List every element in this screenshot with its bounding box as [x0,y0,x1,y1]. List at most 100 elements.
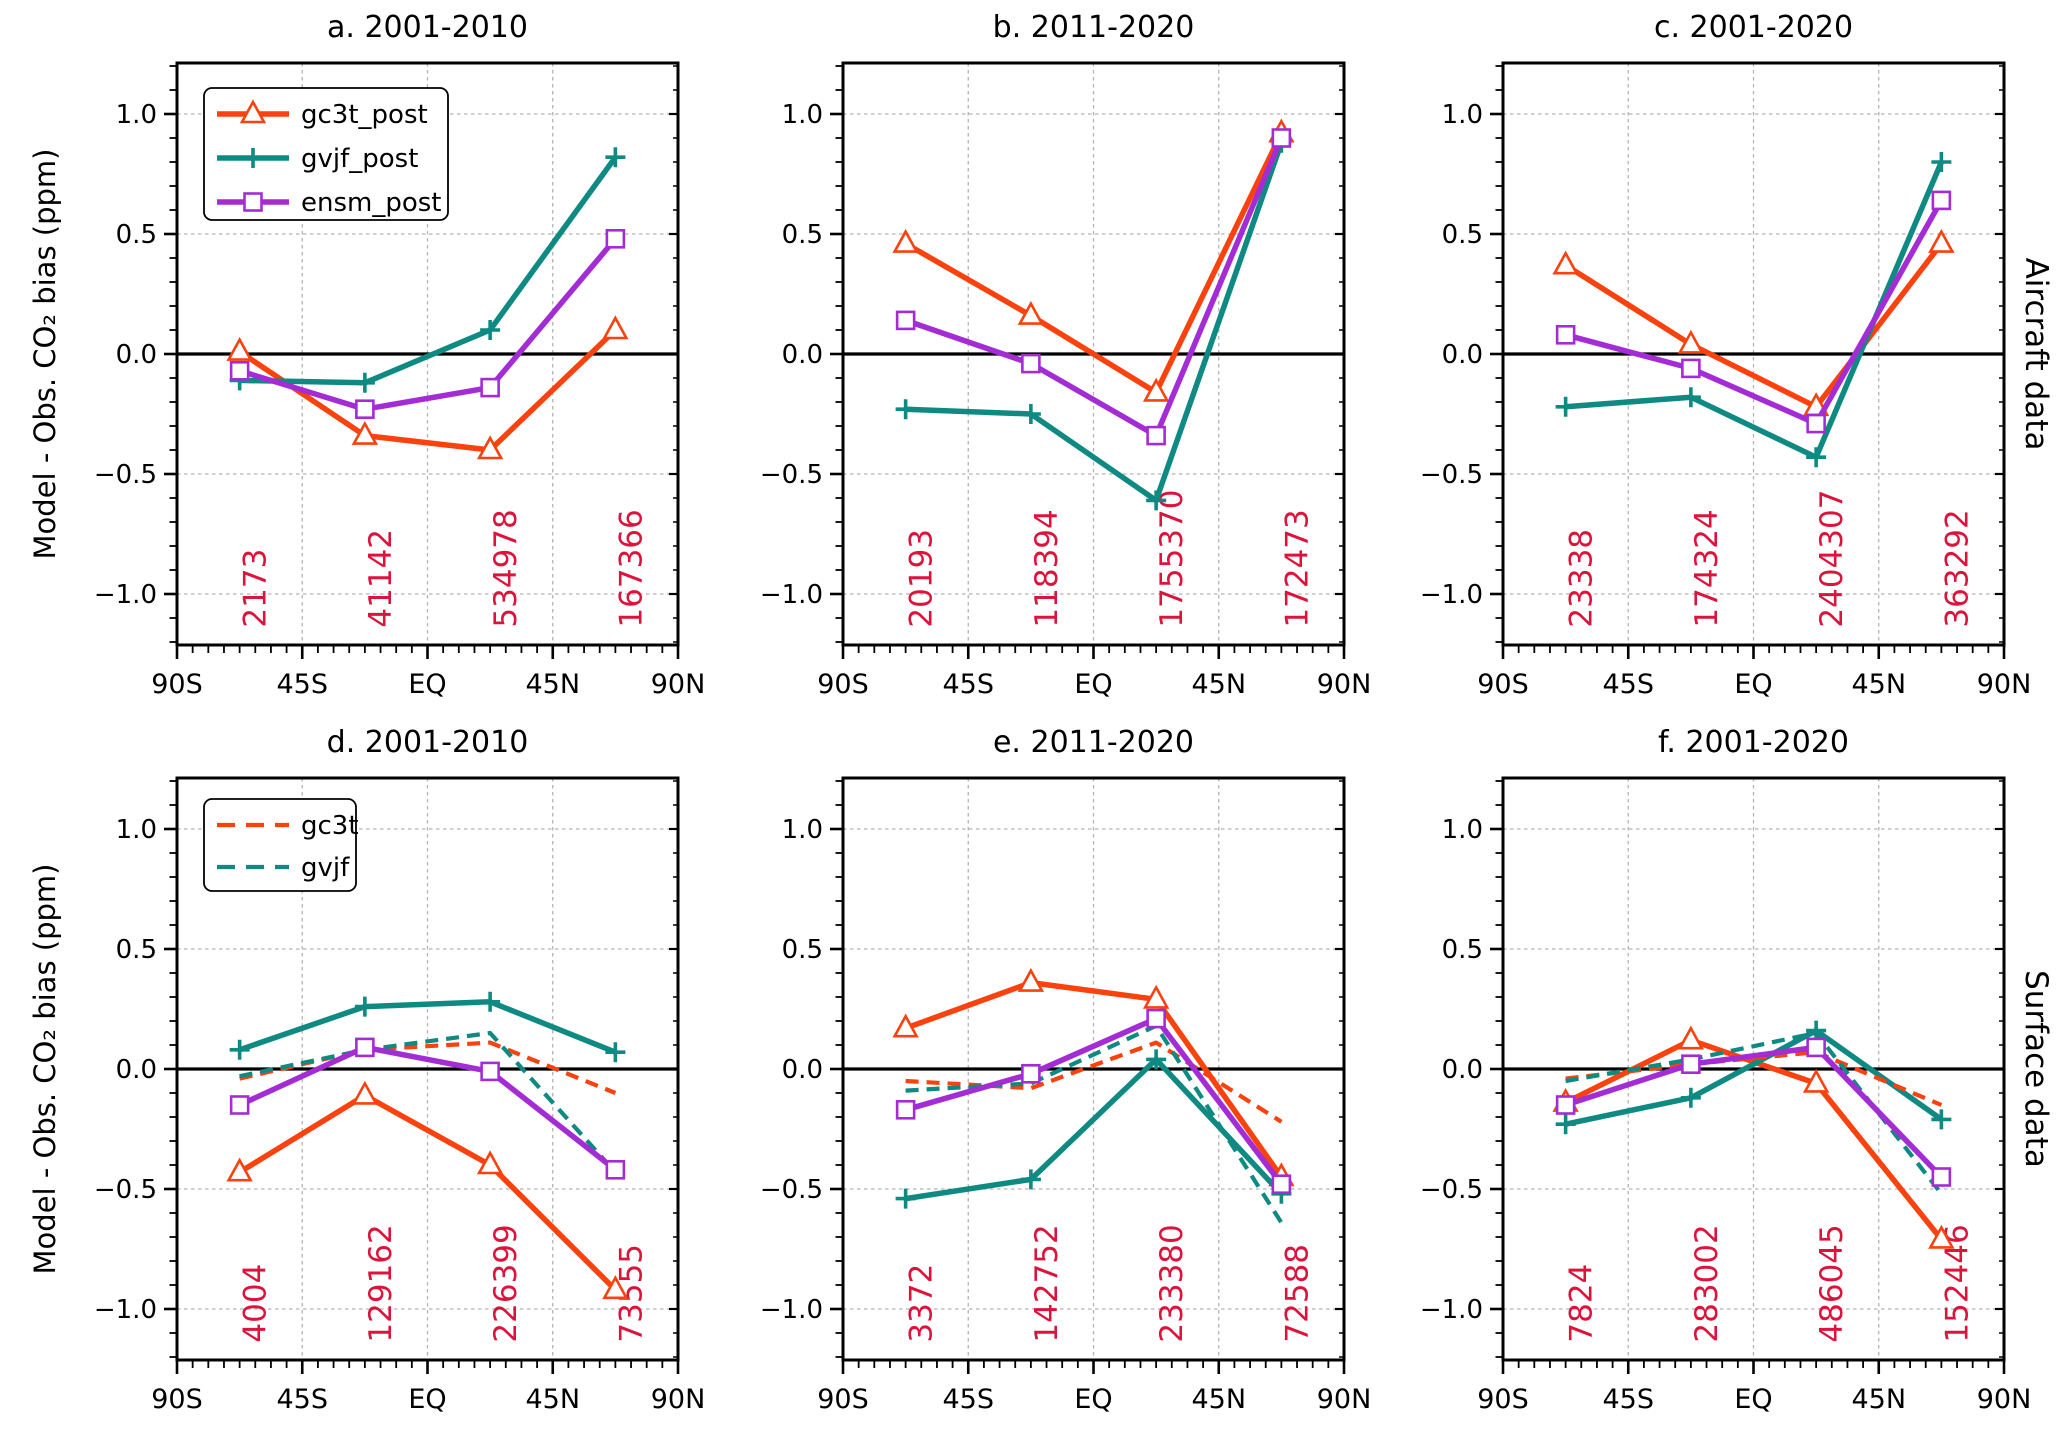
y-tick-label: 0.5 [1442,220,1483,250]
plot-border [841,776,1346,1362]
series-line-gc3t_post [904,979,1284,1179]
y-tick-label: −0.5 [1420,460,1483,490]
series-marker-gc3t_post [1802,1068,1830,1093]
y-tick-label: 0.5 [782,935,823,965]
x-tick-label: 45S [277,1384,329,1415]
obs-count-label: 41142 [363,529,399,628]
y-tick-label: −1.0 [94,580,157,610]
x-tick-label: 90N [1317,1384,1372,1415]
obs-count-label: 283002 [1689,1224,1725,1342]
obs-count-label: 226399 [488,1224,524,1342]
plot-border [841,61,1346,647]
legend-box [203,87,449,221]
series-marker-ensm_post [1555,1095,1576,1115]
x-tick-label: 90N [1317,669,1372,700]
x-tick-label: 45N [525,669,580,700]
x-tick-label: 45N [1191,1384,1246,1415]
x-tick-label: 90S [1477,669,1529,700]
x-tick-label: 45N [1191,669,1246,700]
series-marker-ensm_post [229,360,250,381]
series-marker-ensm_post [895,1099,916,1120]
x-tick-label: 90S [817,1384,869,1415]
obs-count-label: 174324 [1689,509,1725,627]
series-marker-gc3t_post [476,1150,504,1175]
series-marker-gc3t_post [1142,984,1170,1009]
y-tick-label: 0.0 [782,1055,823,1085]
legend-label-ensm_post: ensm_post [301,188,442,218]
y-tick-label: 0.5 [116,220,157,250]
series-marker-ensm_post [355,399,375,420]
series-marker-gvjf_post [1680,1087,1701,1108]
y-tick-label: −1.0 [760,1295,823,1325]
x-tick-label: EQ [1074,1384,1112,1415]
plot-border [175,776,680,1362]
series-marker-gc3t_post [1142,377,1170,402]
series-line-gc3t_post [238,1092,618,1292]
series-marker-ensm_post [1146,1008,1166,1029]
series-marker-ensm_post [355,1037,375,1058]
legend-sample-marker-ensm_post [243,192,263,212]
series-marker-gc3t_post [602,1275,629,1300]
y-axis-label-bottom-row: Model - Obs. CO₂ bias (ppm) [28,863,62,1275]
panel-f-plot: 90S 45S EQ 45N 90N 1.0 0.5 0.0 −0.5 −1.0 7824 28300… [1420,776,2031,1415]
y-tick-label: −0.5 [760,460,823,490]
obs-count-label: 4004 [238,1264,274,1343]
series-marker-gc3t_post [892,1013,919,1038]
series-marker-ensm_post [1806,413,1826,434]
obs-count-label: 3372 [904,1264,940,1343]
x-tick-label: 90N [1977,1384,2032,1415]
x-tick-label: EQ [1734,1384,1772,1415]
series-marker-ensm_post [1271,1174,1292,1195]
x-tick-label: 45S [1603,669,1655,700]
series-marker-ensm_post [229,1095,250,1115]
y-tick-label: 0.0 [1442,1055,1483,1085]
series-line-gvjf_post [1565,1027,1943,1127]
y-tick-label: −0.5 [760,1175,823,1205]
obs-count-label: 1755370 [1154,490,1190,628]
series-marker-ensm_post [1806,1037,1826,1058]
y-tick-label: 0.5 [116,935,157,965]
y-axis-label-top-row: Model - Obs. CO₂ bias (ppm) [28,148,62,560]
series-marker-gc3t_post [476,435,504,460]
series-line-gc3t [905,1040,1283,1124]
x-tick-label: 90S [151,669,203,700]
series-marker-gc3t_post [1677,329,1705,354]
y-tick-label: −0.5 [1420,1175,1483,1205]
x-tick-label: 45N [525,1384,580,1415]
obs-count-label: 118394 [1029,509,1065,627]
series-marker-ensm_post [1021,353,1041,374]
obs-count-label: 2173 [238,549,274,628]
series-marker-ensm_post [1271,128,1292,148]
y-tick-label: 1.0 [116,815,157,845]
row-label-aircraft-data: Aircraft data [2018,257,2054,451]
series-line-ensm_post [1564,1044,1944,1179]
series-line-gvjf [239,1030,617,1174]
obs-count-label: 7824 [1564,1264,1600,1343]
x-tick-label: 90N [651,669,706,700]
x-tick-label: 45S [943,1384,995,1415]
series-marker-gc3t_post [1017,967,1045,992]
series-marker-gc3t_post [1017,300,1045,325]
x-tick-label: 45S [943,669,995,700]
panel-a-plot: 90S 45S EQ 45N 90N 1.0 0.5 0.0 −0.5 −1.0 2173 41142… [94,61,705,700]
y-tick-label: 0.0 [116,340,157,370]
series-marker-gvjf_post [1806,447,1827,468]
series-marker-ensm_post [1681,1054,1701,1075]
y-tick-label: −1.0 [94,1295,157,1325]
series-marker-ensm_post [480,377,500,398]
x-tick-label: 45S [277,669,329,700]
series-marker-gvjf_post [1931,152,1952,172]
plot-border [1501,776,2006,1362]
obs-count-label: 23338 [1564,529,1600,628]
legend-sample-marker-gc3t_post [239,99,267,124]
y-tick-label: 1.0 [782,100,823,130]
obs-count-label: 72588 [1279,1244,1315,1343]
obs-count-label: 142752 [1029,1224,1065,1342]
y-tick-label: −1.0 [760,580,823,610]
y-tick-label: 1.0 [782,815,823,845]
x-tick-label: EQ [408,669,446,700]
series-marker-gvjf_post [229,1039,250,1060]
series-marker-gvjf_post [354,372,375,393]
x-tick-label: EQ [1074,669,1112,700]
